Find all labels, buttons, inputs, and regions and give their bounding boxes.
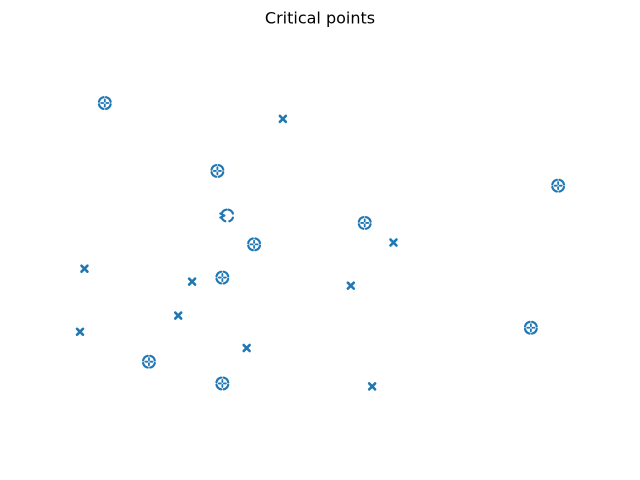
- critical-point-saddle: [278, 114, 288, 124]
- critical-point-extremum: [523, 320, 538, 335]
- chart-title: Critical points: [265, 9, 375, 28]
- critical-point-saddle: [367, 382, 377, 391]
- critical-point-saddle: [173, 311, 183, 320]
- critical-point-saddle: [242, 343, 251, 353]
- critical-point-extremum: [215, 270, 230, 285]
- critical-point-saddle: [75, 327, 85, 337]
- critical-point-extremum: [215, 376, 230, 391]
- critical-points-layer: [75, 96, 566, 391]
- critical-point-extremum: [210, 163, 225, 178]
- critical-point-saddle: [187, 277, 197, 286]
- critical-point-extremum: [247, 237, 262, 252]
- critical-point-saddle: [389, 238, 398, 247]
- critical-point-saddle: [346, 281, 356, 290]
- critical-point-degenerate: [219, 208, 235, 223]
- critical-point-saddle: [80, 264, 89, 273]
- critical-point-extremum: [551, 178, 566, 193]
- critical-point-extremum: [97, 96, 112, 110]
- critical-point-extremum: [357, 215, 372, 230]
- critical-point-extremum: [141, 354, 156, 369]
